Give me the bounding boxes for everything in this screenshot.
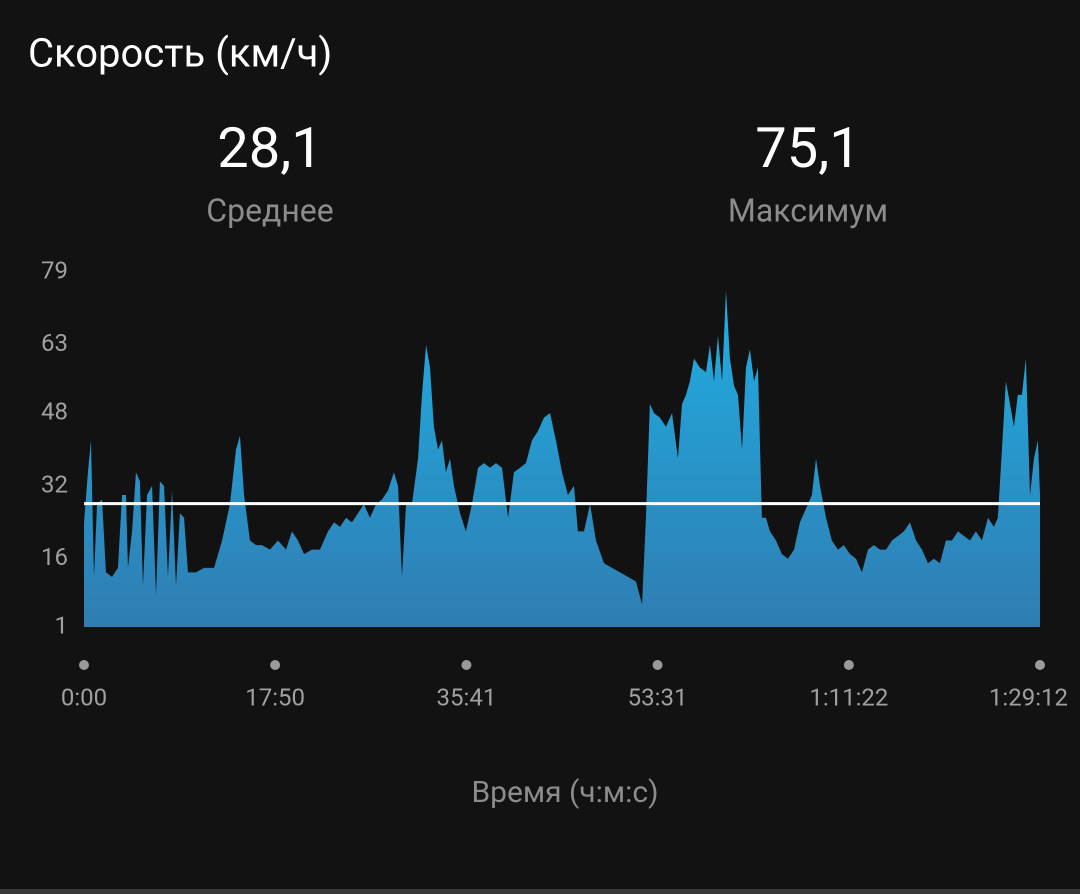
x-tick-dot [79, 660, 89, 670]
x-axis-label: Время (ч:м:с) [471, 775, 658, 810]
y-tick-label: 63 [41, 329, 68, 357]
y-tick-label: 48 [41, 397, 68, 425]
x-tick-label: 53:31 [628, 683, 688, 711]
x-tick-label: 35:41 [437, 683, 497, 711]
maximum-label: Максимум [728, 191, 888, 229]
chart-title: Скорость (км/ч) [28, 30, 332, 77]
x-tick-dot [843, 660, 854, 670]
x-tick-label: 0:00 [61, 683, 107, 711]
x-tick-dot [652, 660, 663, 670]
x-tick-label: 1:29:12 [989, 683, 1068, 711]
x-tick-label: 1:11:22 [809, 683, 888, 711]
y-tick-label: 16 [41, 543, 68, 571]
average-label: Среднее [206, 191, 333, 229]
x-tick-label: 17:50 [245, 683, 305, 711]
speed-area [84, 290, 1040, 627]
maximum-value: 75,1 [755, 115, 860, 181]
y-tick-label: 79 [41, 256, 68, 284]
x-tick-dot [461, 660, 472, 670]
x-tick-dot [1035, 660, 1045, 670]
x-tick-dot [270, 660, 281, 670]
y-tick-label: 32 [41, 470, 68, 498]
y-tick-label: 1 [55, 611, 69, 639]
bottom-divider [0, 889, 1080, 894]
average-value: 28,1 [217, 115, 322, 181]
